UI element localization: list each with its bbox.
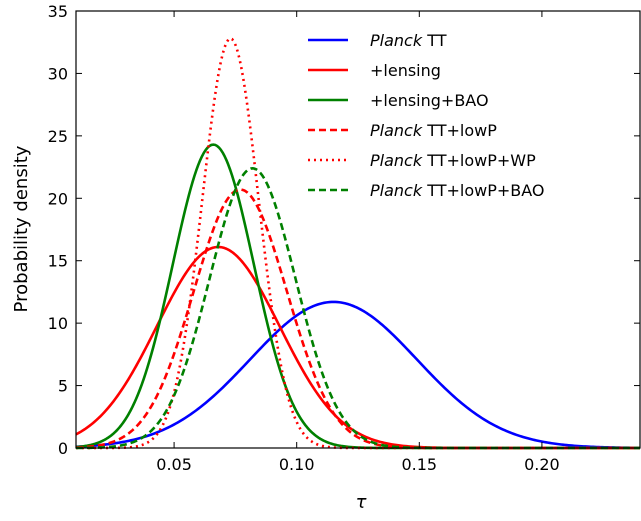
legend-label-0: Planck TT [370,31,447,50]
y-tick-label: 0 [58,439,68,458]
plot-frame [75,10,641,449]
legend-label-1: +lensing [370,61,441,80]
legend-label-rest: +lensing [370,61,441,80]
x-tick-label: 0.05 [156,455,192,474]
legend-label-rest: +lensing+BAO [370,91,489,110]
y-tick-label: 20 [48,189,68,208]
ticks-layer: 0.05 0.10 0.15 0.20 0 5 10 15 20 25 30 35 [48,2,640,474]
legend-label-2: +lensing+BAO [370,91,489,110]
legend-label-italic: Planck [370,151,423,170]
y-tick-label: 25 [48,127,68,146]
x-axis-label: τ [356,492,367,513]
legend-label-rest: TT [422,31,447,50]
x-tick-label: 0.15 [401,455,437,474]
legend-label-5: Planck TT+lowP+BAO [370,181,544,200]
y-tick-label: 5 [58,377,68,396]
series-line-0 [75,300,641,450]
y-tick-label: 10 [48,314,68,333]
legend-label-italic: Planck [370,121,423,140]
legend-label-rest: TT+lowP+WP [422,151,536,170]
legend-label-italic: Planck [370,31,423,50]
legend-label-rest: TT+lowP+BAO [422,181,544,200]
legend-label-rest: TT+lowP [422,121,497,140]
series-line-3 [75,188,640,450]
y-tick-label: 30 [48,64,68,83]
y-tick-label: 35 [48,2,68,21]
y-tick-label: 15 [48,252,68,271]
legend: Planck TT +lensing +lensing+BAO Planck TT+l… [308,31,544,200]
legend-label-italic: Planck [370,181,423,200]
y-axis-label: Probability density [11,145,32,312]
legend-label-3: Planck TT+lowP [370,121,497,140]
legend-label-4: Planck TT+lowP+WP [370,151,536,170]
x-tick-label: 0.10 [279,455,315,474]
x-tick-label: 0.20 [524,455,560,474]
